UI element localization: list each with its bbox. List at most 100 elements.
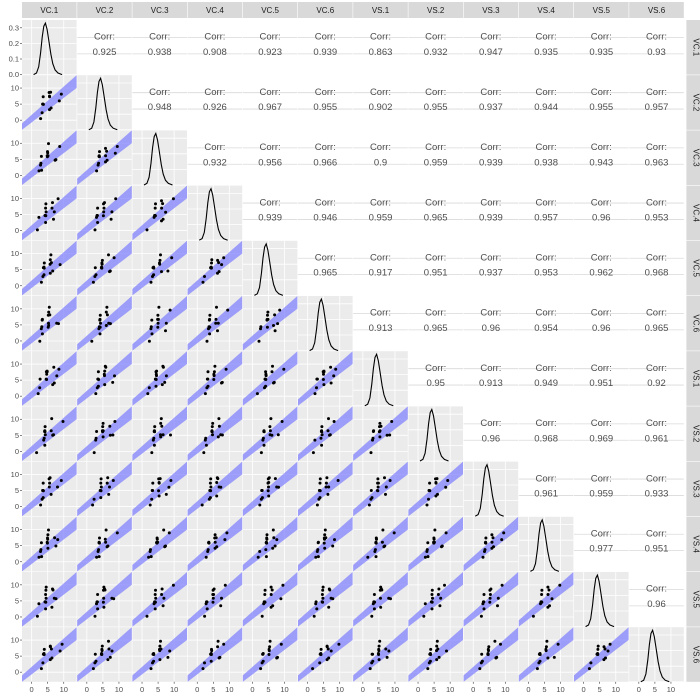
y-tick-label: 5	[15, 652, 19, 661]
scatter-point	[39, 503, 43, 507]
y-tick-label: 5	[15, 376, 19, 385]
scatter-point	[202, 451, 206, 455]
scatter-point	[267, 476, 271, 480]
x-tick-label: 5	[101, 685, 105, 694]
scatter-point	[389, 597, 392, 601]
right-strip-label: VC.2	[691, 94, 700, 112]
scatter-point	[97, 541, 101, 545]
scatter-point	[47, 528, 50, 532]
scatter-point	[150, 332, 154, 336]
y-tick-label: 10	[11, 194, 19, 203]
scatter-point	[37, 215, 41, 219]
scatter-point	[372, 593, 376, 596]
scatter-point	[481, 555, 485, 559]
scatter-point	[171, 197, 175, 201]
top-strip	[298, 2, 353, 18]
scatter-point	[203, 614, 207, 618]
scatter-point	[167, 485, 171, 489]
scatter-point	[105, 149, 109, 153]
scatter-point	[373, 548, 377, 552]
scatter-point	[104, 528, 108, 532]
corr-label: Corr:	[646, 87, 667, 98]
right-strip	[686, 240, 700, 296]
scatter-point	[103, 537, 107, 541]
scatter-point	[104, 324, 108, 327]
top-strip	[408, 2, 463, 18]
top-strip	[187, 2, 243, 18]
density-curve	[309, 297, 339, 352]
scatter-point	[97, 378, 101, 381]
scatter-point	[326, 429, 330, 433]
confidence-band	[242, 351, 298, 406]
scatter-point	[92, 451, 96, 455]
corr-value: 0.951	[645, 544, 669, 555]
scatter-point	[208, 496, 212, 500]
scatter-point	[47, 321, 50, 325]
scatter-point	[94, 659, 98, 663]
scatter-point	[98, 325, 102, 329]
scatter-point	[490, 533, 494, 537]
scatter-point	[104, 146, 107, 150]
scatter-point	[40, 555, 44, 559]
scatter-point	[318, 489, 322, 493]
scatter-point	[384, 492, 387, 496]
x-tick-label: 5	[432, 685, 436, 694]
scatter-point	[164, 329, 167, 333]
scatter-point	[147, 555, 151, 559]
scatter-point	[48, 95, 52, 99]
scatter-point	[51, 201, 54, 205]
y-tick-label: 0.1	[9, 55, 19, 64]
scatter-point	[265, 541, 269, 545]
confidence-band	[22, 240, 77, 296]
corr-label: Corr:	[370, 142, 391, 153]
corr-value: 0.965	[313, 268, 337, 279]
x-tick-label: 5	[487, 685, 491, 694]
corr-value: 0.908	[203, 47, 227, 58]
corr-value: 0.962	[589, 268, 613, 279]
scatter-point	[261, 659, 265, 663]
scatter-point	[42, 647, 46, 651]
corr-label: Corr:	[149, 87, 170, 98]
scatter-point	[48, 658, 52, 662]
scatter-point	[210, 430, 214, 434]
scatter-point	[37, 555, 41, 559]
scatter-point	[438, 604, 442, 608]
scatter-point	[315, 377, 319, 381]
scatter-point	[153, 425, 157, 429]
scatter-point	[47, 142, 50, 146]
confidence-band	[22, 627, 77, 682]
scatter-point	[53, 536, 57, 540]
confidence-band	[353, 406, 408, 461]
corr-value: 0.863	[369, 47, 393, 58]
scatter-point	[35, 451, 39, 455]
scatter-point	[266, 310, 270, 314]
scatter-point	[171, 583, 175, 587]
scatter-point	[91, 503, 95, 507]
scatter-point	[96, 221, 100, 224]
scatter-point	[216, 271, 219, 275]
scatter-point	[312, 614, 316, 618]
confidence-band	[353, 627, 408, 682]
scatter-point	[59, 479, 63, 482]
top-strip	[574, 2, 629, 18]
scatter-point	[383, 544, 387, 548]
scatter-point	[556, 642, 560, 646]
scatter-point	[41, 102, 45, 106]
scatter-point	[57, 99, 61, 103]
scatter-point	[322, 383, 326, 387]
scatter-point	[218, 655, 222, 659]
scatter-point	[95, 214, 99, 217]
scatter-point	[57, 367, 61, 371]
scatter-point	[329, 365, 333, 369]
y-tick-label: 10	[11, 360, 19, 369]
scatter-point	[108, 322, 112, 326]
scatter-point	[213, 364, 217, 368]
scatter-point	[384, 485, 388, 489]
scatter-point	[158, 644, 162, 648]
scatter-point	[369, 489, 373, 492]
scatter-point	[51, 383, 55, 387]
scatter-point	[259, 667, 263, 671]
scatter-point	[99, 481, 103, 485]
scatter-point	[42, 653, 46, 656]
scatter-point	[100, 266, 104, 270]
